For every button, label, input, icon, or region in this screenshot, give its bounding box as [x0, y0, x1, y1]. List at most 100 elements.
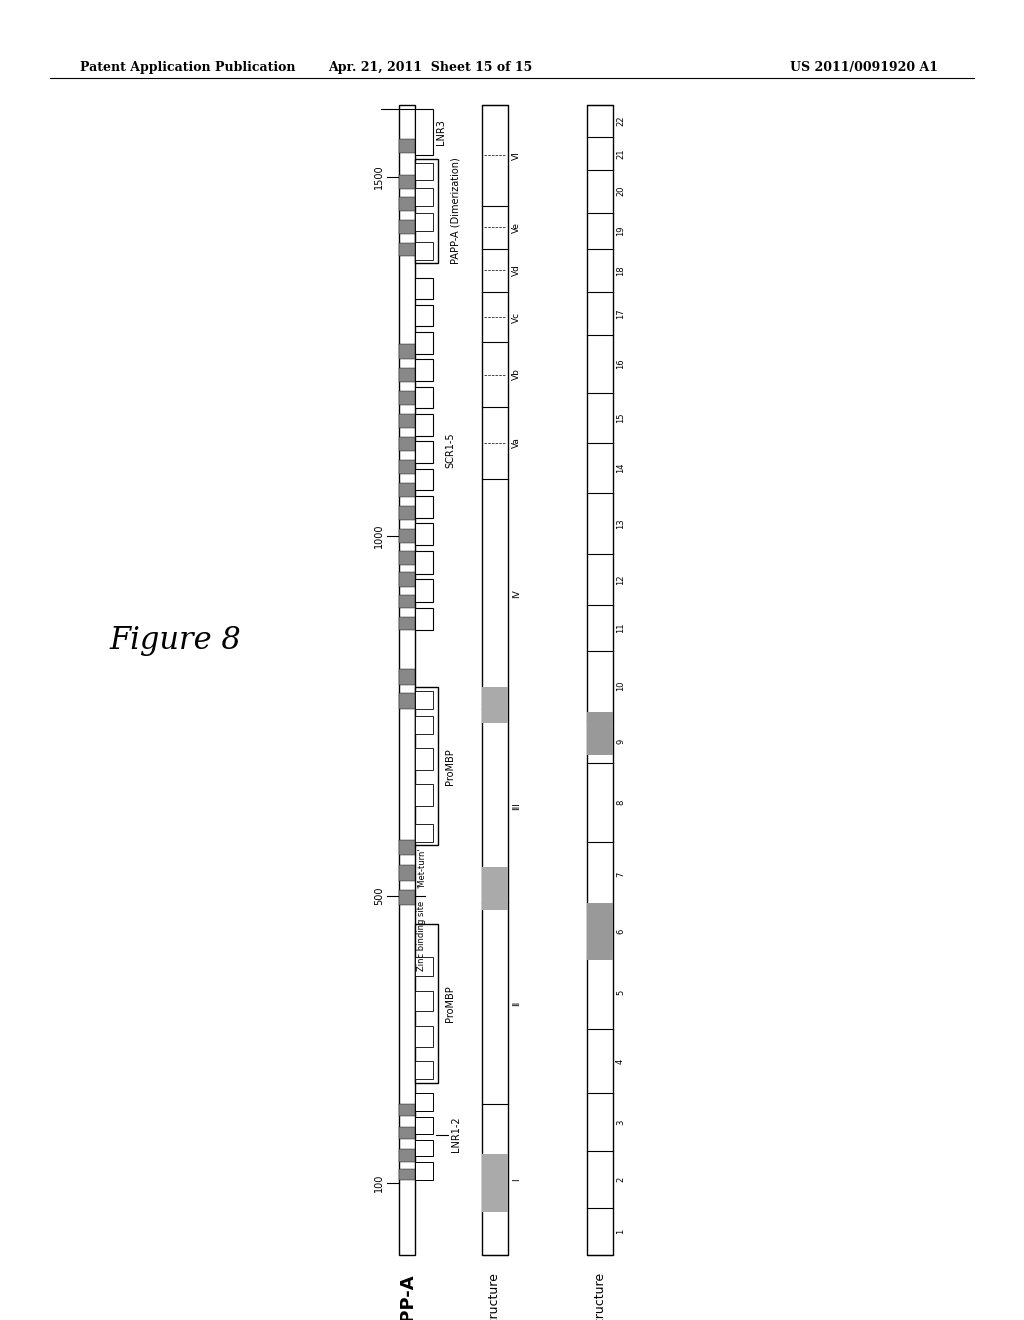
- Text: Ve: Ve: [512, 222, 521, 232]
- Text: 22: 22: [616, 116, 625, 127]
- Text: 5: 5: [616, 990, 625, 995]
- Text: Vc: Vc: [512, 312, 521, 322]
- Text: 6: 6: [616, 929, 625, 935]
- Bar: [399, 616, 415, 630]
- Bar: [415, 1093, 433, 1111]
- Text: ProMBP: ProMBP: [445, 748, 455, 784]
- Bar: [399, 174, 415, 189]
- Bar: [399, 197, 415, 211]
- Text: VI: VI: [512, 150, 521, 160]
- Bar: [415, 277, 433, 300]
- Text: Figure 8: Figure 8: [110, 624, 241, 656]
- Bar: [415, 824, 433, 842]
- Text: LNR3: LNR3: [436, 119, 446, 145]
- Bar: [399, 595, 415, 609]
- Bar: [415, 924, 438, 1082]
- Text: 1000: 1000: [374, 524, 384, 549]
- Bar: [415, 496, 433, 517]
- Text: US 2011/0091920 A1: US 2011/0091920 A1: [790, 62, 938, 74]
- Text: IV: IV: [512, 589, 521, 598]
- Bar: [399, 343, 415, 359]
- Text: 10: 10: [616, 680, 625, 690]
- Bar: [399, 139, 415, 153]
- Bar: [399, 506, 415, 520]
- Bar: [399, 572, 415, 586]
- Bar: [399, 106, 415, 1255]
- Bar: [399, 529, 415, 544]
- Bar: [415, 957, 433, 975]
- Bar: [415, 748, 433, 770]
- Bar: [415, 359, 433, 381]
- Bar: [415, 1061, 433, 1078]
- Text: Putative domain structure: Putative domain structure: [488, 1272, 502, 1320]
- Bar: [399, 1150, 415, 1162]
- Bar: [415, 579, 433, 602]
- Text: Zinc binding site: Zinc binding site: [417, 900, 426, 972]
- Bar: [415, 387, 433, 408]
- Bar: [399, 437, 415, 451]
- Text: 19: 19: [616, 226, 625, 236]
- Bar: [415, 1162, 433, 1180]
- Text: I: I: [512, 1179, 521, 1181]
- Bar: [415, 690, 433, 709]
- Text: LNR1-2: LNR1-2: [451, 1117, 461, 1152]
- Text: 18: 18: [616, 265, 625, 276]
- Text: 1500: 1500: [374, 165, 384, 189]
- Bar: [399, 866, 415, 882]
- Bar: [399, 1168, 415, 1180]
- Bar: [415, 1140, 433, 1156]
- Text: 16: 16: [616, 359, 625, 370]
- Text: 9: 9: [616, 738, 625, 743]
- Text: 15: 15: [616, 412, 625, 422]
- Text: Apr. 21, 2011  Sheet 15 of 15: Apr. 21, 2011 Sheet 15 of 15: [328, 62, 532, 74]
- Text: 8: 8: [616, 800, 625, 805]
- Text: 3: 3: [616, 1119, 625, 1125]
- Bar: [399, 669, 415, 685]
- Bar: [399, 391, 415, 405]
- Text: 17: 17: [616, 308, 625, 318]
- Text: II: II: [512, 1001, 521, 1006]
- Bar: [415, 523, 433, 545]
- Bar: [415, 162, 433, 181]
- Bar: [415, 187, 433, 206]
- Bar: [415, 1117, 433, 1134]
- Text: 4: 4: [616, 1059, 625, 1064]
- Bar: [482, 1155, 508, 1212]
- Bar: [399, 220, 415, 235]
- Text: PAPP-A (Dimerization): PAPP-A (Dimerization): [451, 157, 461, 264]
- Bar: [399, 368, 415, 383]
- Text: 100: 100: [374, 1173, 384, 1192]
- Text: 21: 21: [616, 148, 625, 158]
- Text: Va: Va: [512, 437, 521, 449]
- Text: Patent Application Publication: Patent Application Publication: [80, 62, 296, 74]
- Bar: [399, 890, 415, 906]
- Bar: [482, 867, 508, 909]
- Text: 2: 2: [616, 1177, 625, 1183]
- Text: 20: 20: [616, 186, 625, 197]
- Bar: [415, 108, 433, 156]
- Bar: [399, 840, 415, 854]
- Bar: [399, 414, 415, 429]
- Bar: [399, 1104, 415, 1117]
- Text: 1: 1: [616, 1229, 625, 1234]
- Bar: [399, 243, 415, 256]
- Bar: [399, 1127, 415, 1139]
- Bar: [415, 242, 433, 260]
- Bar: [482, 106, 508, 1255]
- Text: Vb: Vb: [512, 368, 521, 380]
- Bar: [399, 461, 415, 474]
- Bar: [415, 158, 438, 263]
- Text: 12: 12: [616, 574, 625, 585]
- Text: 11: 11: [616, 623, 625, 634]
- Text: 'Met-turn': 'Met-turn': [417, 847, 426, 887]
- Bar: [415, 688, 438, 845]
- Text: 7: 7: [616, 871, 625, 876]
- Bar: [399, 483, 415, 498]
- Bar: [415, 441, 433, 463]
- Bar: [415, 305, 433, 326]
- Bar: [482, 688, 508, 723]
- Text: III: III: [512, 801, 521, 809]
- Bar: [415, 213, 433, 231]
- Text: ProMBP: ProMBP: [445, 985, 455, 1022]
- Bar: [399, 550, 415, 565]
